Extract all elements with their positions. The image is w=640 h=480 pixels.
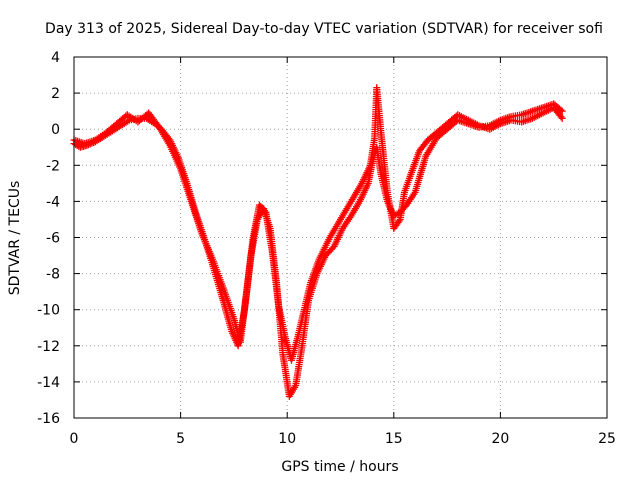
data-point <box>261 207 269 215</box>
y-tick-label: 0 <box>51 122 60 138</box>
x-tick-label: 10 <box>278 431 296 447</box>
data-point <box>558 107 566 115</box>
y-tick-label: -6 <box>46 231 60 247</box>
y-tick-label: -8 <box>46 267 60 283</box>
data-point <box>395 217 403 225</box>
data-markers <box>70 84 566 400</box>
y-tick-label: -2 <box>46 158 60 174</box>
tick-labels: 0 5 10 15 20 25 -16 -14 -12 -10 -8 -6 -4 -2 0 2 4 <box>37 50 616 447</box>
y-tick-label: -4 <box>46 194 60 210</box>
x-tick-label: 25 <box>598 431 616 447</box>
y-tick-label: 2 <box>51 86 60 102</box>
x-tick-label: 15 <box>385 431 403 447</box>
y-tick-label: -16 <box>37 411 60 427</box>
x-tick-label: 5 <box>176 431 185 447</box>
y-tick-label: 4 <box>51 50 60 66</box>
data-point <box>558 114 566 122</box>
data-point <box>557 113 565 121</box>
x-tick-label: 20 <box>491 431 509 447</box>
y-axis-label: SDTVAR / TECUs <box>7 181 23 296</box>
x-axis-label: GPS time / hours <box>281 459 398 475</box>
y-tick-label: -10 <box>37 303 60 319</box>
tick-marks <box>73 56 608 419</box>
chart-title: Day 313 of 2025, Sidereal Day-to-day VTE… <box>45 21 603 37</box>
y-tick-label: -14 <box>37 375 60 391</box>
y-tick-label: -12 <box>37 339 60 355</box>
x-tick-label: 0 <box>70 431 79 447</box>
